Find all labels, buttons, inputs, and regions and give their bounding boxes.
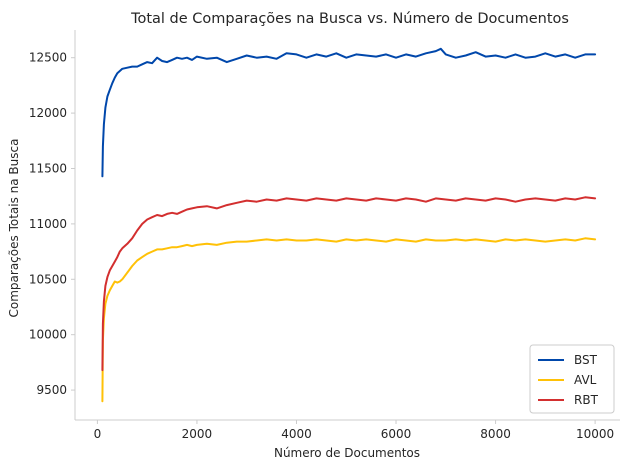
legend-label-rbt: RBT <box>574 393 599 407</box>
y-tick-label: 9500 <box>36 383 67 397</box>
x-tick-label: 4000 <box>281 427 312 441</box>
x-tick-label: 0 <box>94 427 102 441</box>
x-tick-label: 2000 <box>182 427 213 441</box>
x-tick-label: 6000 <box>381 427 412 441</box>
y-tick-label: 12500 <box>29 51 67 65</box>
series-line-bst <box>101 47 597 178</box>
legend-label-bst: BST <box>574 353 598 367</box>
x-tick-label: 8000 <box>480 427 511 441</box>
y-axis-ticks: 9500 10000 10500 11000 11500 12000 12500 <box>29 51 75 397</box>
y-tick-label: 10500 <box>29 272 67 286</box>
y-tick-label: 11500 <box>29 161 67 175</box>
x-tick-label: 10000 <box>576 427 614 441</box>
y-axis-label: Comparações Totais na Busca <box>7 139 21 318</box>
series-line-rbt <box>101 196 597 372</box>
y-tick-label: 11000 <box>29 217 67 231</box>
chart-title: Total de Comparações na Busca vs. Número… <box>130 11 569 27</box>
legend-label-avl: AVL <box>574 373 597 387</box>
legend-box <box>529 344 615 414</box>
plot-area <box>101 47 597 403</box>
series-line-avl <box>101 237 597 403</box>
y-tick-label: 10000 <box>29 328 67 342</box>
y-tick-label: 12000 <box>29 106 67 120</box>
legend: BST AVL RBT <box>529 344 615 414</box>
x-axis-ticks: 0 2000 4000 6000 8000 10000 <box>94 420 614 441</box>
x-axis-label: Número de Documentos <box>274 446 420 460</box>
